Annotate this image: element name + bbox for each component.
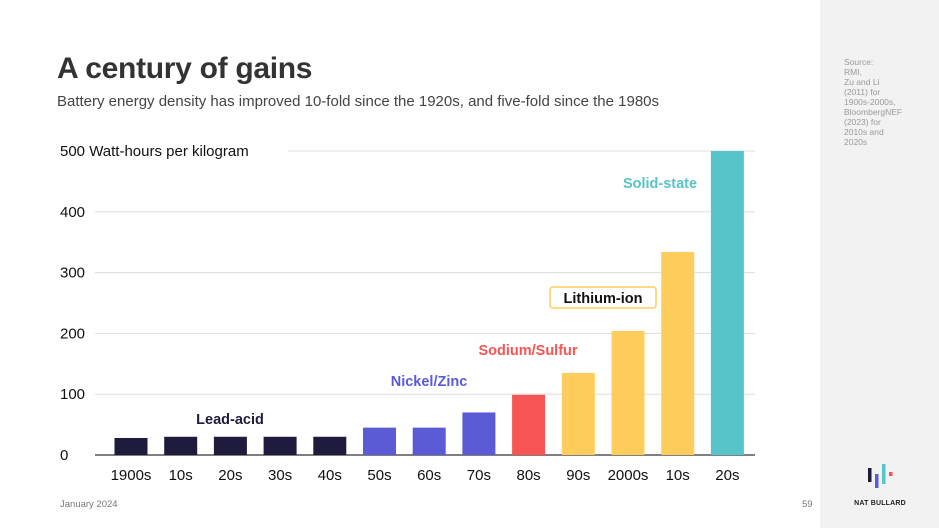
x-tick-label: 60s [417,467,441,484]
bar [661,251,695,455]
brand-logo-icon [868,464,893,488]
x-tick-label: 20s [218,467,242,484]
series-annotation: Sodium/Sulfur [478,343,577,359]
x-tick-label: 2000s [608,467,649,484]
bar [363,427,396,455]
x-tick-label: 10s [666,467,690,484]
series-annotation: Solid-state [623,176,697,192]
y-tick-label: 100 [60,386,85,403]
bar [313,436,347,455]
x-tick-label: 80s [517,467,541,484]
y-tick-label: 500 Watt-hours per kilogram [60,143,249,160]
bar-chart: 0 100 200 300 400 500 Watt-hours per kilogram… [60,143,755,484]
brand-name: NAT BULLARD [854,500,906,507]
footer-date: January 2024 [60,499,118,510]
page-title: A century of gains [57,52,313,85]
x-tick-label: 70s [467,467,491,484]
x-tick-label: 30s [268,467,292,484]
x-tick-label: 90s [566,467,590,484]
x-tick-label: 10s [169,467,193,484]
bar [462,412,496,455]
bar [164,436,198,455]
x-tick-label: 40s [318,467,342,484]
bar [710,151,744,455]
bar [263,436,297,455]
bar [512,394,546,455]
series-annotation: Lead-acid [196,412,264,428]
y-tick-label: 0 [60,447,68,464]
x-tick-label: 1900s [111,467,152,484]
x-tick-label: 20s [715,467,739,484]
annotation-box [549,286,657,309]
series-annotation: Nickel/Zinc [391,374,468,390]
bar [114,437,148,455]
series-annotation: Lithium-ion [564,291,643,307]
sidebar-panel [820,0,939,528]
source-note: Source: RMI, Zu and Li (2011) for 1900s-… [844,57,903,147]
bar [611,330,645,455]
y-tick-label: 200 [60,325,85,342]
bar [561,372,595,455]
page-number: 59 [802,499,813,510]
y-tick-label: 400 [60,204,85,221]
page-subtitle: Battery energy density has improved 10-f… [57,93,660,110]
y-tick-label: 300 [60,265,85,282]
x-tick-label: 50s [367,467,391,484]
bar [213,436,247,455]
bar [412,427,446,455]
